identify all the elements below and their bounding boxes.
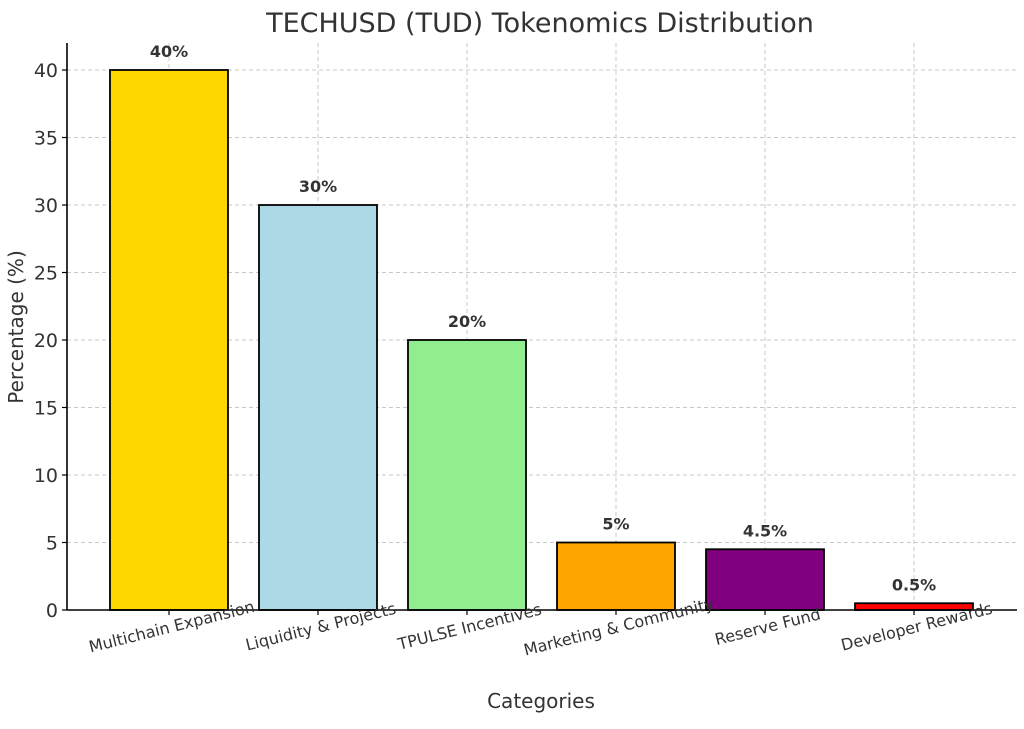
data-label: 5% [602, 515, 629, 534]
data-label: 20% [448, 312, 486, 331]
y-tick-label: 30 [34, 195, 58, 217]
y-axis-label: Percentage (%) [4, 250, 28, 403]
y-tick-label: 25 [34, 263, 58, 285]
y-tick-label: 40 [34, 60, 58, 82]
y-ticks-group: 0 5 10 15 20 25 30 35 40 [34, 60, 67, 622]
bar [705, 548, 825, 611]
y-tick-label: 20 [34, 330, 58, 352]
bar [258, 204, 378, 611]
bar [109, 69, 229, 611]
x-tick-label: Reserve Fund [713, 604, 823, 649]
y-tick-label: 0 [46, 600, 58, 622]
y-tick-label: 5 [46, 533, 58, 555]
data-label: 0.5% [892, 575, 936, 594]
bars-group [109, 69, 974, 611]
y-tick-label: 10 [34, 465, 58, 487]
data-label: 30% [299, 177, 337, 196]
data-label: 40% [150, 42, 188, 61]
data-label: 4.5% [743, 521, 787, 540]
bar [556, 541, 676, 611]
bar [407, 339, 527, 611]
data-labels-group: 40% 30% 20% 5% 4.5% 0.5% [150, 42, 936, 594]
y-tick-label: 35 [34, 128, 58, 150]
chart-title: TECHUSD (TUD) Tokenomics Distribution [265, 8, 814, 39]
x-axis-label: Categories [487, 689, 595, 713]
y-tick-label: 15 [34, 398, 58, 420]
